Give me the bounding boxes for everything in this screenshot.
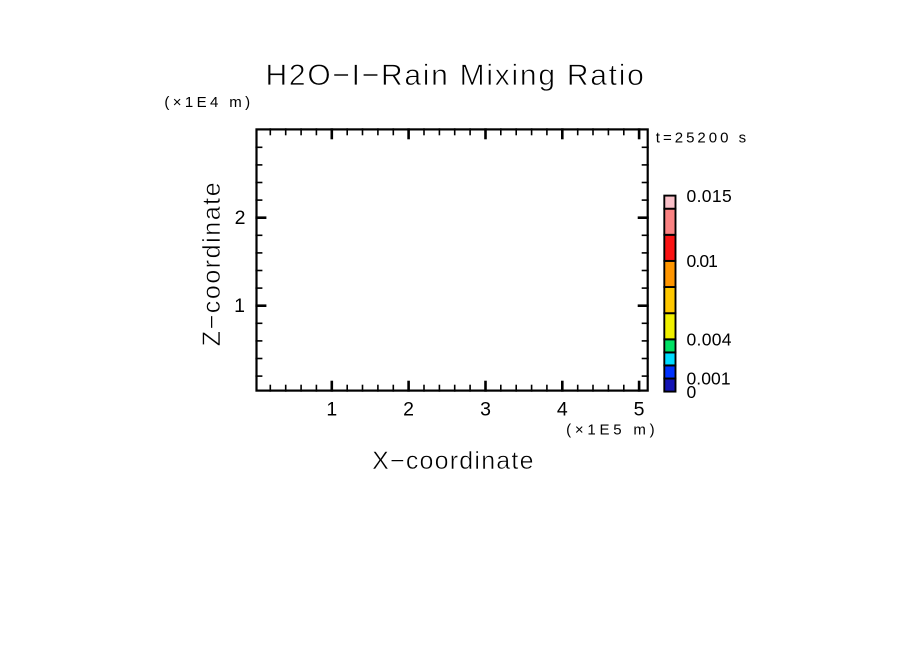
svg-text:0.015: 0.015 [687, 186, 732, 206]
svg-text:2: 2 [403, 398, 414, 420]
svg-text:0: 0 [687, 382, 697, 402]
svg-text:H2O−I−Rain Mixing Ratio: H2O−I−Rain Mixing Ratio [266, 59, 644, 92]
svg-text:2: 2 [235, 207, 246, 229]
svg-text:3: 3 [480, 398, 491, 420]
svg-text:1: 1 [234, 295, 245, 317]
svg-text:4: 4 [557, 398, 568, 420]
svg-text:0.001: 0.001 [687, 369, 731, 389]
svg-text:0.004: 0.004 [687, 330, 732, 350]
svg-text:0.01: 0.01 [687, 251, 718, 271]
svg-text:X−coordinate: X−coordinate [372, 447, 533, 475]
svg-text:5: 5 [634, 398, 645, 420]
svg-text:t=25200 s: t=25200 s [656, 130, 746, 147]
svg-text:1: 1 [326, 398, 337, 420]
svg-text:Z−coordinate: Z−coordinate [198, 182, 226, 346]
